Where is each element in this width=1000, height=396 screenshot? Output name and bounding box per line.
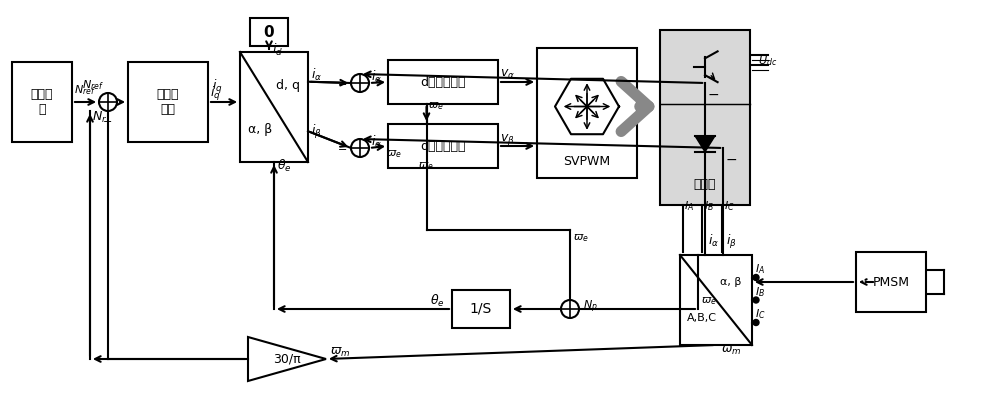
Text: $I_B$: $I_B$	[704, 199, 714, 213]
Text: $U_{dc}$: $U_{dc}$	[758, 55, 777, 69]
Text: $N_p$: $N_p$	[583, 299, 598, 315]
Text: $v_\beta$: $v_\beta$	[500, 132, 515, 147]
Text: $\varpi_e$: $\varpi_e$	[418, 160, 434, 172]
Text: $N_{ref}$: $N_{ref}$	[74, 83, 96, 97]
Text: d, q: d, q	[276, 78, 300, 91]
Text: $-$: $-$	[707, 87, 719, 101]
Text: $i_\alpha$: $i_\alpha$	[311, 67, 322, 83]
Text: 速度指
令: 速度指 令	[31, 88, 53, 116]
Circle shape	[561, 300, 579, 318]
Bar	[12, 62, 72, 142]
Text: $-$: $-$	[725, 152, 737, 166]
Text: $i_\alpha$: $i_\alpha$	[708, 233, 719, 249]
Text: 转速控
制器: 转速控 制器	[157, 88, 179, 116]
Text: $N_r$: $N_r$	[92, 110, 107, 125]
Text: $\varpi_e$: $\varpi_e$	[386, 148, 402, 160]
Bar	[388, 60, 498, 104]
Text: $i_q$: $i_q$	[210, 85, 221, 103]
Bar	[240, 52, 308, 162]
Text: $\varpi_e$: $\varpi_e$	[428, 100, 444, 112]
Polygon shape	[248, 337, 326, 381]
Bar	[856, 252, 926, 312]
Text: $v_\alpha$: $v_\alpha$	[500, 68, 515, 81]
Circle shape	[351, 74, 369, 92]
Text: $I_B$: $I_B$	[755, 285, 765, 299]
Bar	[452, 290, 510, 328]
Text: α, β: α, β	[248, 122, 273, 135]
Text: A,B,C: A,B,C	[687, 313, 717, 323]
Circle shape	[753, 320, 759, 326]
Text: $i_\beta$: $i_\beta$	[311, 123, 322, 141]
Text: $i_\alpha$: $i_\alpha$	[371, 134, 382, 150]
Text: PMSM: PMSM	[872, 276, 910, 289]
Text: $i_q$: $i_q$	[212, 78, 223, 96]
Text: $i_\alpha$: $i_\alpha$	[371, 69, 382, 85]
Text: 逆变器: 逆变器	[694, 177, 716, 190]
Text: −: −	[338, 80, 347, 90]
Text: $i_d$: $i_d$	[272, 42, 283, 58]
Text: SVPWM: SVPWM	[563, 154, 611, 168]
Text: −: −	[338, 145, 347, 155]
Circle shape	[351, 139, 369, 157]
Text: d轴电流控制: d轴电流控制	[420, 76, 466, 88]
Circle shape	[753, 297, 759, 303]
Circle shape	[753, 274, 759, 280]
Circle shape	[99, 93, 117, 111]
Bar	[128, 62, 208, 142]
Text: $\varpi_m$: $\varpi_m$	[721, 344, 741, 357]
Text: $I_C$: $I_C$	[724, 199, 735, 213]
Bar	[537, 48, 637, 178]
Text: $i_\beta$: $i_\beta$	[726, 233, 737, 251]
Text: $\varpi_m$: $\varpi_m$	[330, 346, 350, 359]
Text: $I_A$: $I_A$	[755, 263, 765, 276]
Text: 0: 0	[264, 25, 274, 40]
Polygon shape	[695, 136, 715, 152]
Text: $\varpi_e$: $\varpi_e$	[573, 232, 589, 244]
Bar	[388, 124, 498, 168]
Bar	[660, 30, 750, 205]
Bar	[680, 255, 752, 345]
Text: $I_A$: $I_A$	[684, 199, 695, 213]
Text: q轴电流控制: q轴电流控制	[420, 139, 466, 152]
Text: −: −	[103, 117, 113, 127]
Text: $\theta_e$: $\theta_e$	[430, 293, 445, 309]
Text: $\theta_e$: $\theta_e$	[277, 158, 292, 174]
Text: $I_C$: $I_C$	[755, 308, 766, 321]
Text: α, β: α, β	[720, 277, 741, 287]
Text: $N_{ref}$: $N_{ref}$	[82, 78, 104, 92]
Bar	[250, 18, 288, 46]
Text: $\varpi_e$: $\varpi_e$	[701, 295, 717, 307]
Text: 1/S: 1/S	[470, 302, 492, 316]
Text: 30/π: 30/π	[273, 352, 301, 366]
